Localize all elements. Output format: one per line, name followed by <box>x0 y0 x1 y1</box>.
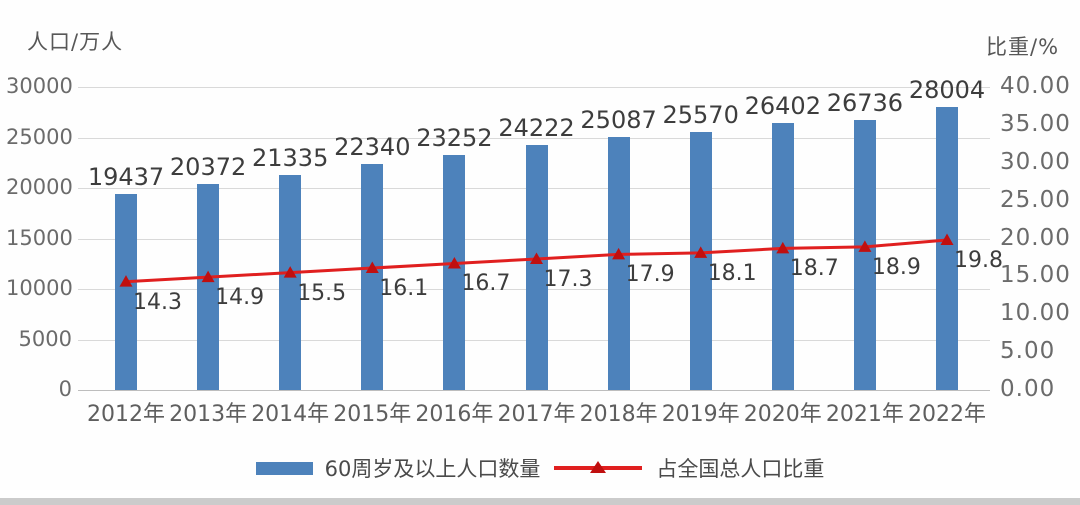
bar-value-label: 24222 <box>498 114 575 143</box>
bar-value-label: 28004 <box>908 76 986 105</box>
left-axis-tick-label: 0 <box>58 377 72 401</box>
legend-line-marker-icon <box>554 461 643 473</box>
legend-line-label: 占全国总人口比重 <box>656 457 825 481</box>
x-axis-tick-label: 2020年 <box>743 402 822 427</box>
bar-value-label: 25087 <box>580 105 657 134</box>
line-value-label: 16.1 <box>379 276 429 302</box>
line-value-label: 16.7 <box>461 271 511 297</box>
right-axis-tick-label: 40.00 <box>1000 73 1071 99</box>
line-value-label: 17.3 <box>543 266 593 292</box>
bar-value-label: 26736 <box>826 88 904 117</box>
screenshot-bottom-edge <box>0 498 1080 505</box>
right-axis-tick-label: 20.00 <box>1000 224 1071 251</box>
right-axis-tick-label: 5.00 <box>1000 338 1056 365</box>
line-value-label: 15.5 <box>297 280 347 306</box>
bar-value-label: 25570 <box>662 100 739 129</box>
left-axis-tick-label: 20000 <box>6 175 73 199</box>
left-axis-tick-label: 30000 <box>6 74 73 98</box>
x-axis-tick-label: 2022年 <box>908 402 986 427</box>
right-axis-tick-label: 25.00 <box>1000 186 1071 213</box>
x-axis-tick-label: 2012年 <box>87 402 165 427</box>
right-axis-tick-label: 30.00 <box>1000 148 1071 175</box>
bar-value-label: 26402 <box>744 92 821 121</box>
x-axis-tick-label: 2018年 <box>579 402 658 427</box>
gridline <box>78 87 990 88</box>
bar <box>197 184 220 390</box>
line-value-label: 17.9 <box>625 262 675 288</box>
left-axis-tick-label: 15000 <box>6 225 73 250</box>
left-axis-tick-label: 5000 <box>18 326 72 351</box>
line-value-label: 18.9 <box>871 254 921 280</box>
bar-value-label: 19437 <box>87 162 165 191</box>
left-axis-tick-label: 10000 <box>6 276 73 300</box>
bar-value-label: 21335 <box>252 143 329 172</box>
left-axis-title: 人口/万人 <box>27 30 124 54</box>
bar-value-label: 22340 <box>334 133 411 162</box>
right-axis-tick-label: 15.00 <box>1000 262 1071 289</box>
gridline <box>78 137 990 139</box>
gridline <box>78 390 990 391</box>
x-axis-tick-label: 2013年 <box>169 402 248 427</box>
legend-bar-label: 60周岁及以上人口数量 <box>324 457 541 481</box>
chart-legend: 60周岁及以上人口数量 占全国总人口比重 <box>0 453 1080 483</box>
x-axis-tick-label: 2016年 <box>415 402 494 427</box>
right-axis-tick-label: 0.00 <box>1000 376 1056 402</box>
right-axis-title: 比重/% <box>986 35 1060 59</box>
legend-bar-swatch-icon <box>255 461 313 475</box>
left-axis-tick-label: 25000 <box>6 124 73 149</box>
line-value-label: 18.1 <box>707 260 757 286</box>
x-axis-tick-label: 2019年 <box>661 402 740 427</box>
line-value-label: 14.3 <box>133 289 182 315</box>
line-value-label: 14.9 <box>215 285 265 311</box>
line-value-label: 18.7 <box>789 256 839 282</box>
x-axis-tick-label: 2017年 <box>497 402 576 427</box>
bar-value-label: 20372 <box>169 153 247 182</box>
line-value-label: 19.8 <box>954 248 1003 273</box>
x-axis-tick-label: 2021年 <box>825 402 904 427</box>
x-axis-tick-label: 2015年 <box>333 402 412 427</box>
right-axis-tick-label: 10.00 <box>1000 300 1071 327</box>
right-axis-tick-label: 35.00 <box>1000 110 1071 137</box>
x-axis-tick-label: 2014年 <box>251 402 330 427</box>
bar-value-label: 23252 <box>416 124 493 153</box>
